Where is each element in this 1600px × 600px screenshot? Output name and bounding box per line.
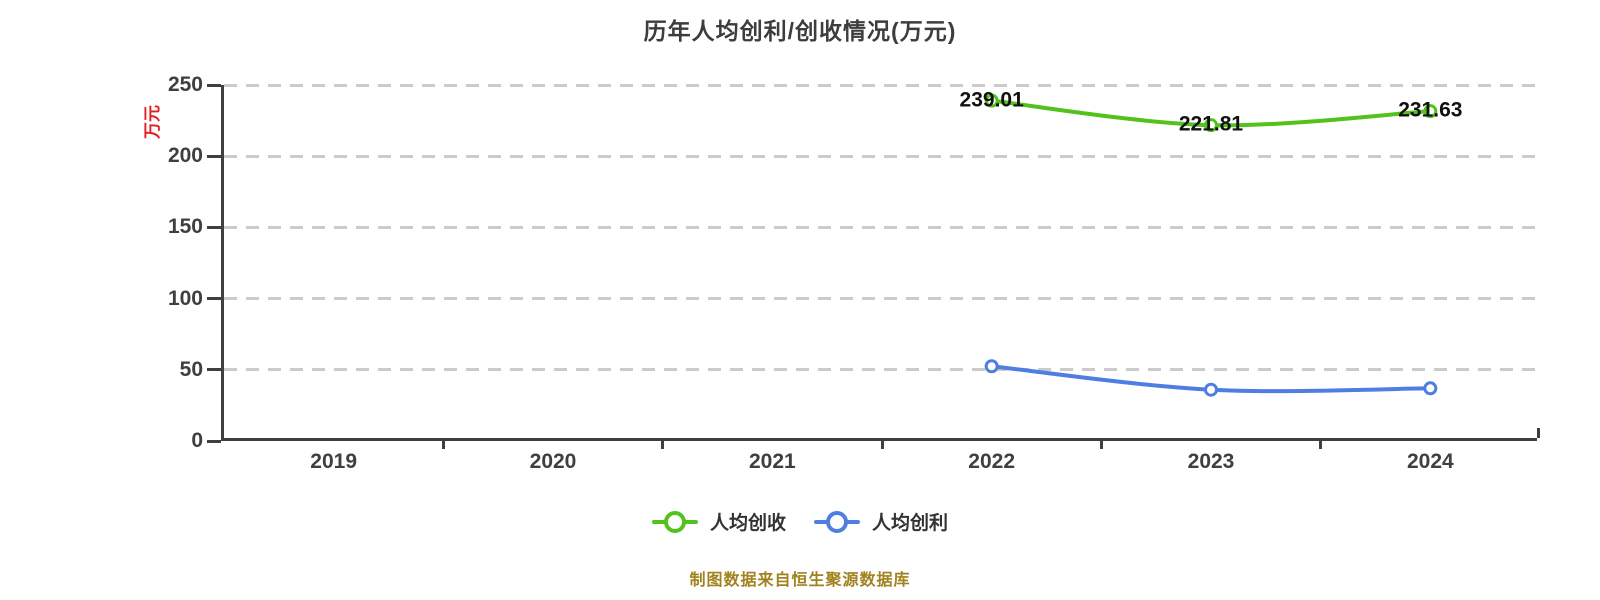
data-point-label: 239.01 — [959, 88, 1024, 112]
x-axis-end-tick — [1537, 428, 1540, 438]
y-axis-tick — [207, 368, 221, 372]
data-point — [1204, 118, 1218, 133]
legend-label: 人均创收 — [709, 513, 786, 534]
legend-item-人均创收[interactable]: 人均创收 — [651, 508, 786, 535]
x-axis-label: 2024 — [1406, 450, 1454, 473]
y-axis-label: 250 — [167, 73, 203, 96]
x-axis-tick — [880, 441, 884, 449]
x-axis-label: 2022 — [968, 450, 1016, 473]
data-point — [1423, 104, 1438, 119]
y-axis-label: 150 — [167, 215, 203, 239]
legend: 人均创收 人均创利 — [0, 508, 1600, 535]
source-note: 制图数据来自恒生聚源数据库 — [689, 572, 911, 589]
data-point — [1204, 382, 1218, 397]
legend-circle — [826, 510, 848, 533]
x-axis-tick — [441, 441, 445, 449]
y-axis-label: 200 — [167, 144, 203, 168]
data-point — [984, 93, 999, 108]
x-axis-label: 2021 — [748, 450, 796, 473]
y-axis-tick — [207, 225, 221, 229]
gridline-y-150 — [224, 225, 1537, 229]
y-axis-label: 0 — [191, 429, 203, 452]
x-axis-tick — [661, 441, 665, 449]
legend-marker-icon — [814, 510, 860, 534]
x-axis-label: 2019 — [310, 450, 358, 473]
plot-area: 0 50 100 150 200 250 2019 2020 2021 2022 2023 2024 2… — [168, 73, 1540, 473]
y-axis-label: 100 — [167, 286, 203, 310]
x-axis-tick — [1319, 441, 1323, 449]
x-axis-label: 2023 — [1187, 450, 1235, 473]
y-axis-tick — [207, 297, 221, 301]
legend-label: 人均创利 — [872, 513, 949, 534]
legend-circle — [663, 510, 686, 533]
data-point — [1423, 381, 1438, 396]
gridline-y-100 — [224, 297, 1537, 301]
y-axis-tick — [207, 83, 221, 87]
gridline-y-250 — [224, 83, 1537, 87]
x-axis-tick — [1099, 441, 1103, 449]
data-point — [984, 359, 999, 374]
x-axis-label: 2020 — [529, 450, 577, 473]
chart-title: 历年人均创利/创收情况(万元) — [643, 18, 957, 44]
y-axis-tick — [207, 154, 221, 158]
y-axis-unit-label: 万元 — [143, 105, 162, 139]
data-point-label: 231.63 — [1398, 98, 1463, 122]
legend-marker-icon — [651, 510, 698, 534]
legend-item-人均创利[interactable]: 人均创利 — [814, 508, 948, 535]
data-point-label: 221.81 — [1178, 112, 1244, 136]
gridline-y-50 — [224, 368, 1537, 372]
series-lines — [984, 93, 1438, 397]
gridline-y-200 — [224, 154, 1537, 158]
y-axis-label: 50 — [179, 357, 203, 381]
y-axis-tick — [207, 439, 221, 443]
